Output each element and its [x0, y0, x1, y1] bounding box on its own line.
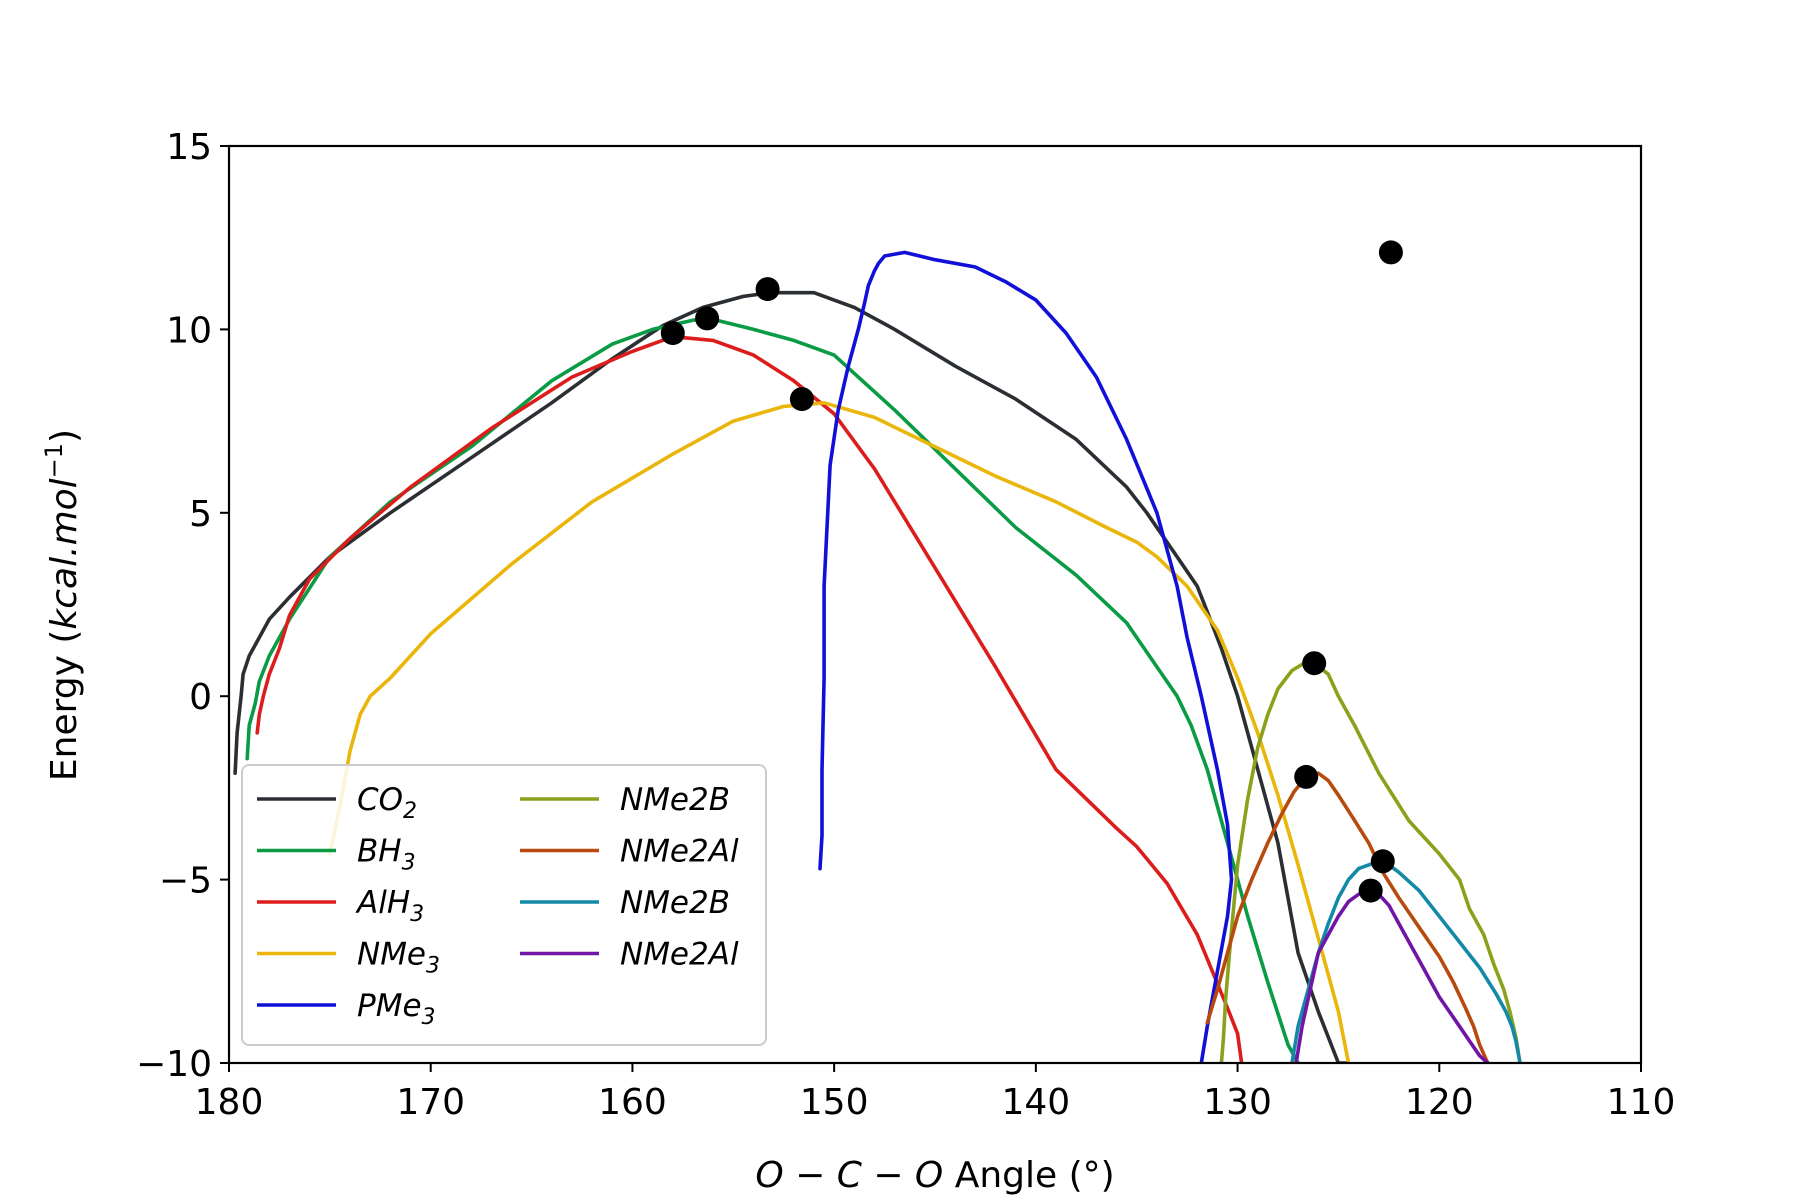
x-title-o2: O [915, 1155, 943, 1196]
transition-state-marker-7 [1370, 849, 1395, 874]
series-line-0 [233, 290, 1351, 1063]
x-title-c: C [837, 1155, 863, 1196]
x-title-minus-1: − [784, 1155, 837, 1196]
legend-label-5: NMe2B [620, 782, 730, 818]
legend-label-8: NMe2Al [620, 937, 739, 973]
x-tick-label-5: 130 [1203, 1082, 1272, 1123]
legend-label-6: NMe2Al [620, 834, 739, 870]
y-tick-label-0: 15 [166, 127, 212, 168]
x-tick-label-1: 170 [396, 1082, 465, 1123]
y-tick-label-5: −10 [136, 1044, 212, 1085]
x-tick-label-0: 180 [195, 1082, 264, 1123]
y-title-exponent: −1 [40, 443, 68, 478]
transition-state-marker-5 [1302, 651, 1327, 676]
x-tick-label-4: 140 [1001, 1082, 1070, 1123]
series-line-4 [818, 250, 1234, 1063]
y-tick-label-1: 10 [166, 310, 212, 351]
y-tick-label-3: 0 [189, 677, 212, 718]
y-tick-label-4: −5 [159, 861, 212, 902]
y-title-main: Energy ( [44, 630, 85, 782]
series-layer [233, 250, 1522, 1063]
legend-box [241, 764, 767, 1046]
transition-state-marker-3 [789, 387, 814, 412]
series-line-8 [1294, 888, 1490, 1063]
legend-label-7: NMe2B [620, 885, 730, 921]
x-tick-label-6: 120 [1405, 1082, 1474, 1123]
y-axis-title: Energy (kcal.mol−1) [40, 429, 85, 781]
x-title-minus-2: − [862, 1155, 915, 1196]
plot-frame [227, 144, 1643, 1065]
y-axis-ticks: 15 10 5 0 −5 −10 [136, 127, 229, 1085]
transition-state-marker-2 [660, 321, 685, 346]
legend-label-1: BH3 [357, 834, 416, 876]
x-title-o1: O [755, 1155, 783, 1196]
legend-label-4: PMe3 [357, 988, 436, 1030]
x-tick-label-7: 110 [1607, 1082, 1676, 1123]
y-title-unit: kcal.mol [44, 478, 85, 629]
x-axis-ticks: 180 170 160 150 140 130 120 110 [195, 1063, 1676, 1123]
legend: CO2 BH3 AlH3 NMe3 PMe3 NMe2B NMe2Al NMe2B NMe2Al [241, 764, 767, 1046]
series-line-7 [1290, 859, 1522, 1063]
legend-label-0: CO2 [357, 782, 417, 824]
x-tick-label-3: 150 [800, 1082, 869, 1123]
y-title-close: ) [44, 429, 85, 443]
y-tick-label-2: 5 [189, 494, 212, 535]
x-title-rest: Angle (°) [943, 1155, 1114, 1196]
x-axis-title: O − C − O Angle (°) [755, 1155, 1114, 1196]
series-line-2 [255, 334, 1244, 1063]
transition-state-marker-4 [1378, 240, 1403, 265]
legend-label-2: AlH3 [355, 885, 424, 927]
series-line-5 [1219, 661, 1522, 1063]
marker-layer [660, 240, 1403, 903]
transition-state-marker-1 [695, 306, 720, 331]
legend-label-3: NMe3 [357, 937, 440, 979]
transition-state-marker-8 [1358, 878, 1383, 903]
x-tick-label-2: 160 [598, 1082, 667, 1123]
transition-state-marker-0 [755, 277, 780, 302]
transition-state-marker-6 [1294, 764, 1319, 789]
series-line-3 [328, 401, 1351, 1063]
series-line-6 [1205, 771, 1490, 1063]
